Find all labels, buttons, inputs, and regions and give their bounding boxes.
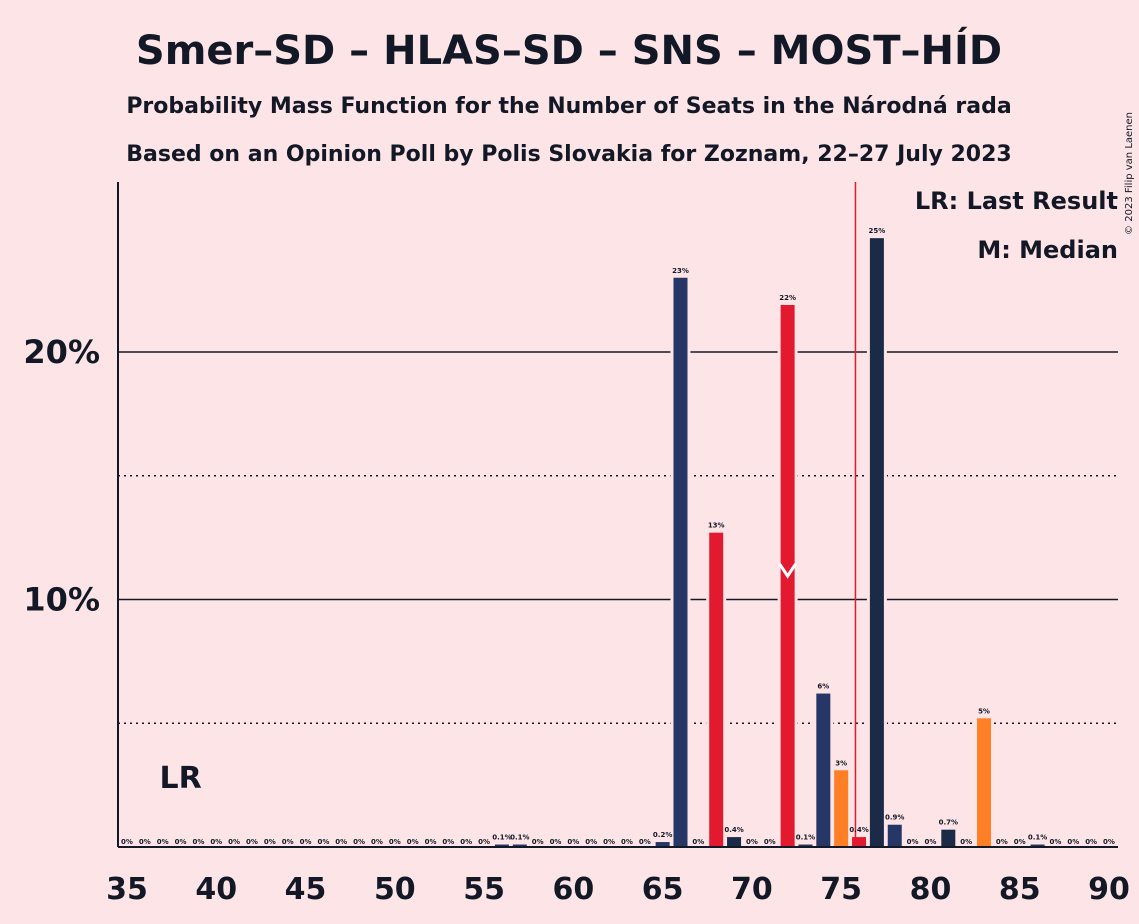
bar-value-label: 0% [228, 838, 240, 846]
bar-value-label: 13% [708, 522, 725, 530]
bar-value-label: 0% [925, 838, 937, 846]
bar-value-label: 0% [585, 838, 597, 846]
bar-value-label: 0% [639, 838, 651, 846]
bar-value-label: 0% [425, 838, 437, 846]
x-tick-label: 85 [999, 872, 1041, 907]
bar-value-label: 0.2% [653, 831, 672, 839]
bar-value-label: 0% [353, 838, 365, 846]
bar-value-label: 0% [746, 838, 758, 846]
bar-value-label: 0% [1067, 838, 1079, 846]
bar-value-label: 0% [550, 838, 562, 846]
bar-value-label: 0.1% [510, 834, 529, 842]
bar-value-label: 0% [335, 838, 347, 846]
bar-seat-74 [816, 693, 831, 847]
median-marker [778, 563, 797, 579]
bar-value-label: 0% [371, 838, 383, 846]
x-tick-label: 60 [552, 872, 594, 907]
bar-value-label: 0% [532, 838, 544, 846]
x-tick-label: 50 [374, 872, 416, 907]
y-tick-label: 20% [23, 333, 100, 371]
bar-seat-83 [977, 718, 992, 847]
bar-value-label: 25% [869, 227, 886, 235]
x-tick-label: 70 [731, 872, 773, 907]
bar-value-label: 0% [389, 838, 401, 846]
chart-title: Smer–SD – HLAS–SD – SNS – MOST–HÍD [136, 26, 1002, 74]
bar-value-label: 0% [407, 838, 419, 846]
bar-value-label: 0% [157, 838, 169, 846]
bar-seat-77 [869, 238, 884, 847]
bar-value-label: 0% [460, 838, 472, 846]
bar-value-label: 0% [960, 838, 972, 846]
gridlines [118, 351, 1118, 724]
bar-value-label: 3% [835, 759, 847, 767]
bar-value-label: 0% [264, 838, 276, 846]
bar-value-label: 0% [282, 838, 294, 846]
bar-value-label: 0.4% [849, 826, 868, 834]
bar-value-label: 0% [210, 838, 222, 846]
chart-subtitle: Probability Mass Function for the Number… [126, 94, 1011, 119]
bar-value-label: 0% [317, 838, 329, 846]
y-tick-label: 10% [23, 581, 100, 619]
bar-value-label: 6% [817, 683, 829, 691]
x-tick-label: 40 [195, 872, 237, 907]
bar-value-label: 0.9% [885, 814, 904, 822]
x-tick-label: 45 [285, 872, 327, 907]
bar-value-label: 0.1% [796, 834, 815, 842]
bar-value-label: 0% [478, 838, 490, 846]
bar-seat-57 [512, 844, 527, 847]
bar-value-label: 0% [1103, 838, 1115, 846]
bar-value-label: 0.7% [939, 819, 958, 827]
bar-value-label: 22% [779, 294, 796, 302]
bar-value-label: 0% [442, 838, 454, 846]
bar-value-label: 0.1% [1028, 834, 1047, 842]
x-tick-label: 90 [1088, 872, 1130, 907]
bar-value-label: 0% [121, 838, 133, 846]
legend: LR: Last Result M: Median [915, 187, 1118, 264]
legend-last-result: LR: Last Result [915, 187, 1118, 215]
bar-value-label: 0% [1049, 838, 1061, 846]
bar-value-label: 0% [192, 838, 204, 846]
x-tick-label: 55 [463, 872, 505, 907]
bar-seat-78 [887, 824, 902, 847]
bar-value-label: 0% [1085, 838, 1097, 846]
x-tick-label: 65 [642, 872, 684, 907]
bar-seat-73 [798, 844, 813, 847]
bar-value-label: 0% [603, 838, 615, 846]
bar-seat-66 [673, 277, 688, 847]
bar-seat-86 [1030, 844, 1045, 847]
bar-value-label: 0% [300, 838, 312, 846]
bar-seat-56 [494, 844, 509, 847]
bar-value-label: 0% [621, 838, 633, 846]
bar-value-label: 0% [567, 838, 579, 846]
bar-seat-69 [727, 837, 742, 847]
bar-seat-76 [852, 837, 867, 847]
bar-value-label: 0% [246, 838, 258, 846]
bar-value-label: 0.1% [492, 834, 511, 842]
bar-value-label: 23% [672, 267, 689, 275]
bar-value-label: 0% [139, 838, 151, 846]
chart-subtitle-source: Based on an Opinion Poll by Polis Slovak… [126, 142, 1011, 167]
bar-seat-81 [941, 829, 956, 847]
bar-value-label: 5% [978, 707, 990, 715]
last-result-label: LR [159, 761, 201, 796]
bars [491, 182, 1048, 848]
bar-value-label: 0% [907, 838, 919, 846]
axes: 10% 20% LR 35 40 45 50 55 60 65 70 75 80 85 90 [23, 182, 1130, 907]
bar-value-label: 0.4% [724, 826, 743, 834]
bar-seat-68 [709, 532, 724, 847]
copyright-note: © 2023 Filip van Laenen [1124, 112, 1135, 235]
bar-seat-65 [655, 842, 670, 847]
bar-value-label: 0% [1014, 838, 1026, 846]
x-tick-label: 35 [106, 872, 148, 907]
bar-seat-75 [834, 770, 849, 847]
x-tick-label: 75 [820, 872, 862, 907]
legend-median: M: Median [977, 236, 1118, 264]
bar-value-label: 0% [175, 838, 187, 846]
bar-value-label: 0% [996, 838, 1008, 846]
bar-value-label: 0% [764, 838, 776, 846]
bar-value-label: 0% [692, 838, 704, 846]
bar-labels: 0% 0% 0% 0% 0% 0% 0% 0% 0% 0% 0% 0% 0% 0% 0% 0% 0% 0% 0% 0%… [121, 227, 1115, 846]
x-tick-label: 80 [910, 872, 952, 907]
